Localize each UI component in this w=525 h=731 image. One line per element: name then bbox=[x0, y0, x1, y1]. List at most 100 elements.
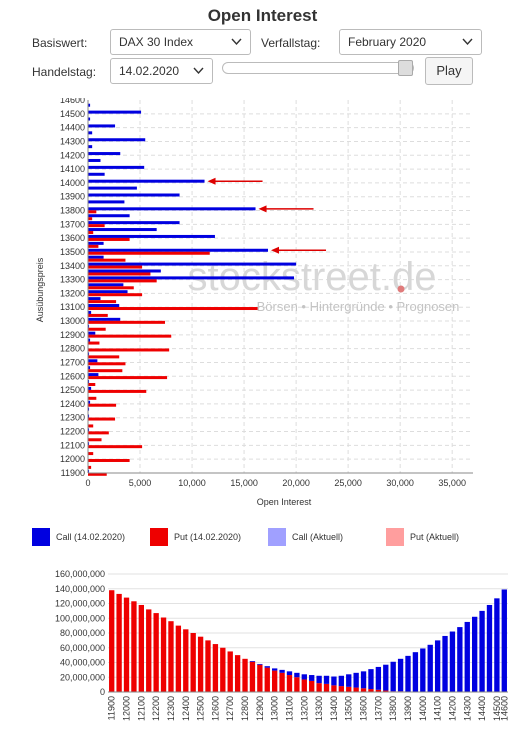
call-bar bbox=[88, 283, 124, 287]
handelstag-select[interactable]: 14.02.2020 bbox=[110, 58, 213, 84]
call-bar bbox=[420, 648, 426, 692]
call-bar bbox=[449, 631, 456, 692]
x-tick-label: 13400 bbox=[329, 696, 339, 721]
call-bar bbox=[88, 380, 90, 384]
x-tick-label: 12600 bbox=[210, 696, 220, 721]
y-tick-label: 14300 bbox=[60, 136, 85, 146]
call-bar bbox=[286, 671, 293, 676]
x-tick-label: 13900 bbox=[403, 696, 413, 721]
y-tick-label: 160,000,000 bbox=[55, 569, 105, 579]
call-bar bbox=[88, 304, 120, 308]
y-tick-label: 13400 bbox=[60, 261, 85, 271]
date-slider-track[interactable] bbox=[222, 62, 414, 74]
call-bar bbox=[294, 672, 300, 678]
x-tick-label: 13000 bbox=[270, 696, 280, 721]
call-bar bbox=[88, 248, 269, 252]
y-tick-label: 12600 bbox=[60, 371, 85, 381]
x-tick-label: 13100 bbox=[284, 696, 294, 721]
x-tick-label: 12300 bbox=[166, 696, 176, 721]
put-bar bbox=[88, 231, 94, 235]
call-bar bbox=[88, 131, 93, 135]
play-button[interactable]: Play bbox=[425, 57, 473, 85]
call-bar bbox=[88, 158, 101, 162]
put-bar bbox=[286, 675, 293, 692]
x-tick-label: 11900 bbox=[107, 696, 117, 720]
put-bar bbox=[88, 424, 94, 428]
call-bar bbox=[88, 407, 90, 411]
call-bar bbox=[88, 186, 137, 190]
call-bar bbox=[257, 663, 263, 665]
call-bar bbox=[88, 324, 90, 328]
put-bar bbox=[88, 244, 99, 248]
basiswert-select[interactable]: DAX 30 Index bbox=[110, 29, 251, 55]
call-bar bbox=[405, 655, 411, 692]
call-bar bbox=[360, 671, 367, 689]
call-bar bbox=[88, 310, 92, 314]
call-bar bbox=[368, 669, 374, 690]
put-bar bbox=[88, 383, 96, 387]
put-bar bbox=[346, 686, 352, 692]
put-bar bbox=[88, 355, 120, 359]
call-bar bbox=[88, 359, 98, 363]
x-tick-label: 13700 bbox=[373, 696, 383, 721]
put-bar bbox=[242, 658, 248, 692]
call-bar bbox=[88, 469, 90, 473]
put-bar bbox=[88, 251, 210, 255]
x-tick-label: 12900 bbox=[255, 696, 265, 721]
y-tick-label-partial: 14600 bbox=[60, 95, 85, 105]
y-tick-label: 13800 bbox=[60, 206, 85, 216]
date-slider-handle[interactable] bbox=[398, 60, 413, 76]
y-tick-label: 12800 bbox=[60, 344, 85, 354]
call-bar bbox=[412, 652, 419, 692]
put-bar bbox=[88, 458, 130, 462]
x-tick-label: 14600 bbox=[499, 696, 509, 721]
call-bar bbox=[457, 627, 463, 692]
x-tick-label: 14200 bbox=[447, 696, 457, 721]
x-tick-label: 13800 bbox=[388, 696, 398, 721]
put-bar bbox=[183, 629, 189, 692]
call-bar bbox=[88, 214, 130, 218]
call-bar bbox=[88, 428, 90, 432]
y-tick-label: 14500 bbox=[60, 109, 85, 119]
call-bar bbox=[88, 179, 205, 183]
put-bar bbox=[264, 667, 270, 692]
y-tick-label: 12200 bbox=[60, 427, 85, 437]
call-bar bbox=[88, 110, 142, 114]
put-bar bbox=[88, 431, 109, 435]
put-bar bbox=[88, 452, 94, 456]
x-tick-label: 30,000 bbox=[386, 478, 414, 488]
y-tick-label: 100,000,000 bbox=[55, 613, 105, 623]
put-bar bbox=[88, 293, 143, 297]
handelstag-label: Handelstag: bbox=[32, 65, 97, 79]
watermark-dot bbox=[397, 285, 405, 293]
call-bar bbox=[442, 635, 448, 692]
annotation-arrow-head bbox=[271, 246, 280, 254]
put-bar bbox=[309, 680, 315, 692]
x-tick-label: 20,000 bbox=[282, 478, 310, 488]
put-bar bbox=[109, 590, 115, 692]
y-tick-label: 12900 bbox=[60, 330, 85, 340]
put-bar bbox=[323, 683, 330, 692]
put-bar bbox=[88, 389, 147, 393]
call-bar bbox=[88, 290, 128, 294]
put-bar bbox=[116, 593, 122, 692]
y-tick-label: 140,000,000 bbox=[55, 584, 105, 594]
x-axis-label: Open Interest bbox=[257, 497, 312, 507]
call-bar bbox=[88, 400, 91, 404]
legend-swatch-call bbox=[32, 528, 50, 546]
put-bar bbox=[368, 689, 374, 692]
x-tick-label: 35,000 bbox=[438, 478, 466, 488]
x-tick-label: 12400 bbox=[181, 696, 191, 721]
call-bar bbox=[88, 255, 104, 259]
call-bar bbox=[279, 669, 285, 673]
put-bar bbox=[88, 334, 172, 338]
put-bar bbox=[88, 472, 107, 476]
call-bar bbox=[272, 668, 278, 671]
call-bar bbox=[88, 234, 215, 238]
y-tick-label: 13600 bbox=[60, 233, 85, 243]
verfallstag-select[interactable]: February 2020 bbox=[339, 29, 482, 55]
x-tick-label: 14000 bbox=[418, 696, 428, 721]
annotation-arrow-head bbox=[258, 205, 267, 213]
put-bar bbox=[205, 640, 211, 692]
legend-swatch-put-current bbox=[386, 528, 404, 546]
